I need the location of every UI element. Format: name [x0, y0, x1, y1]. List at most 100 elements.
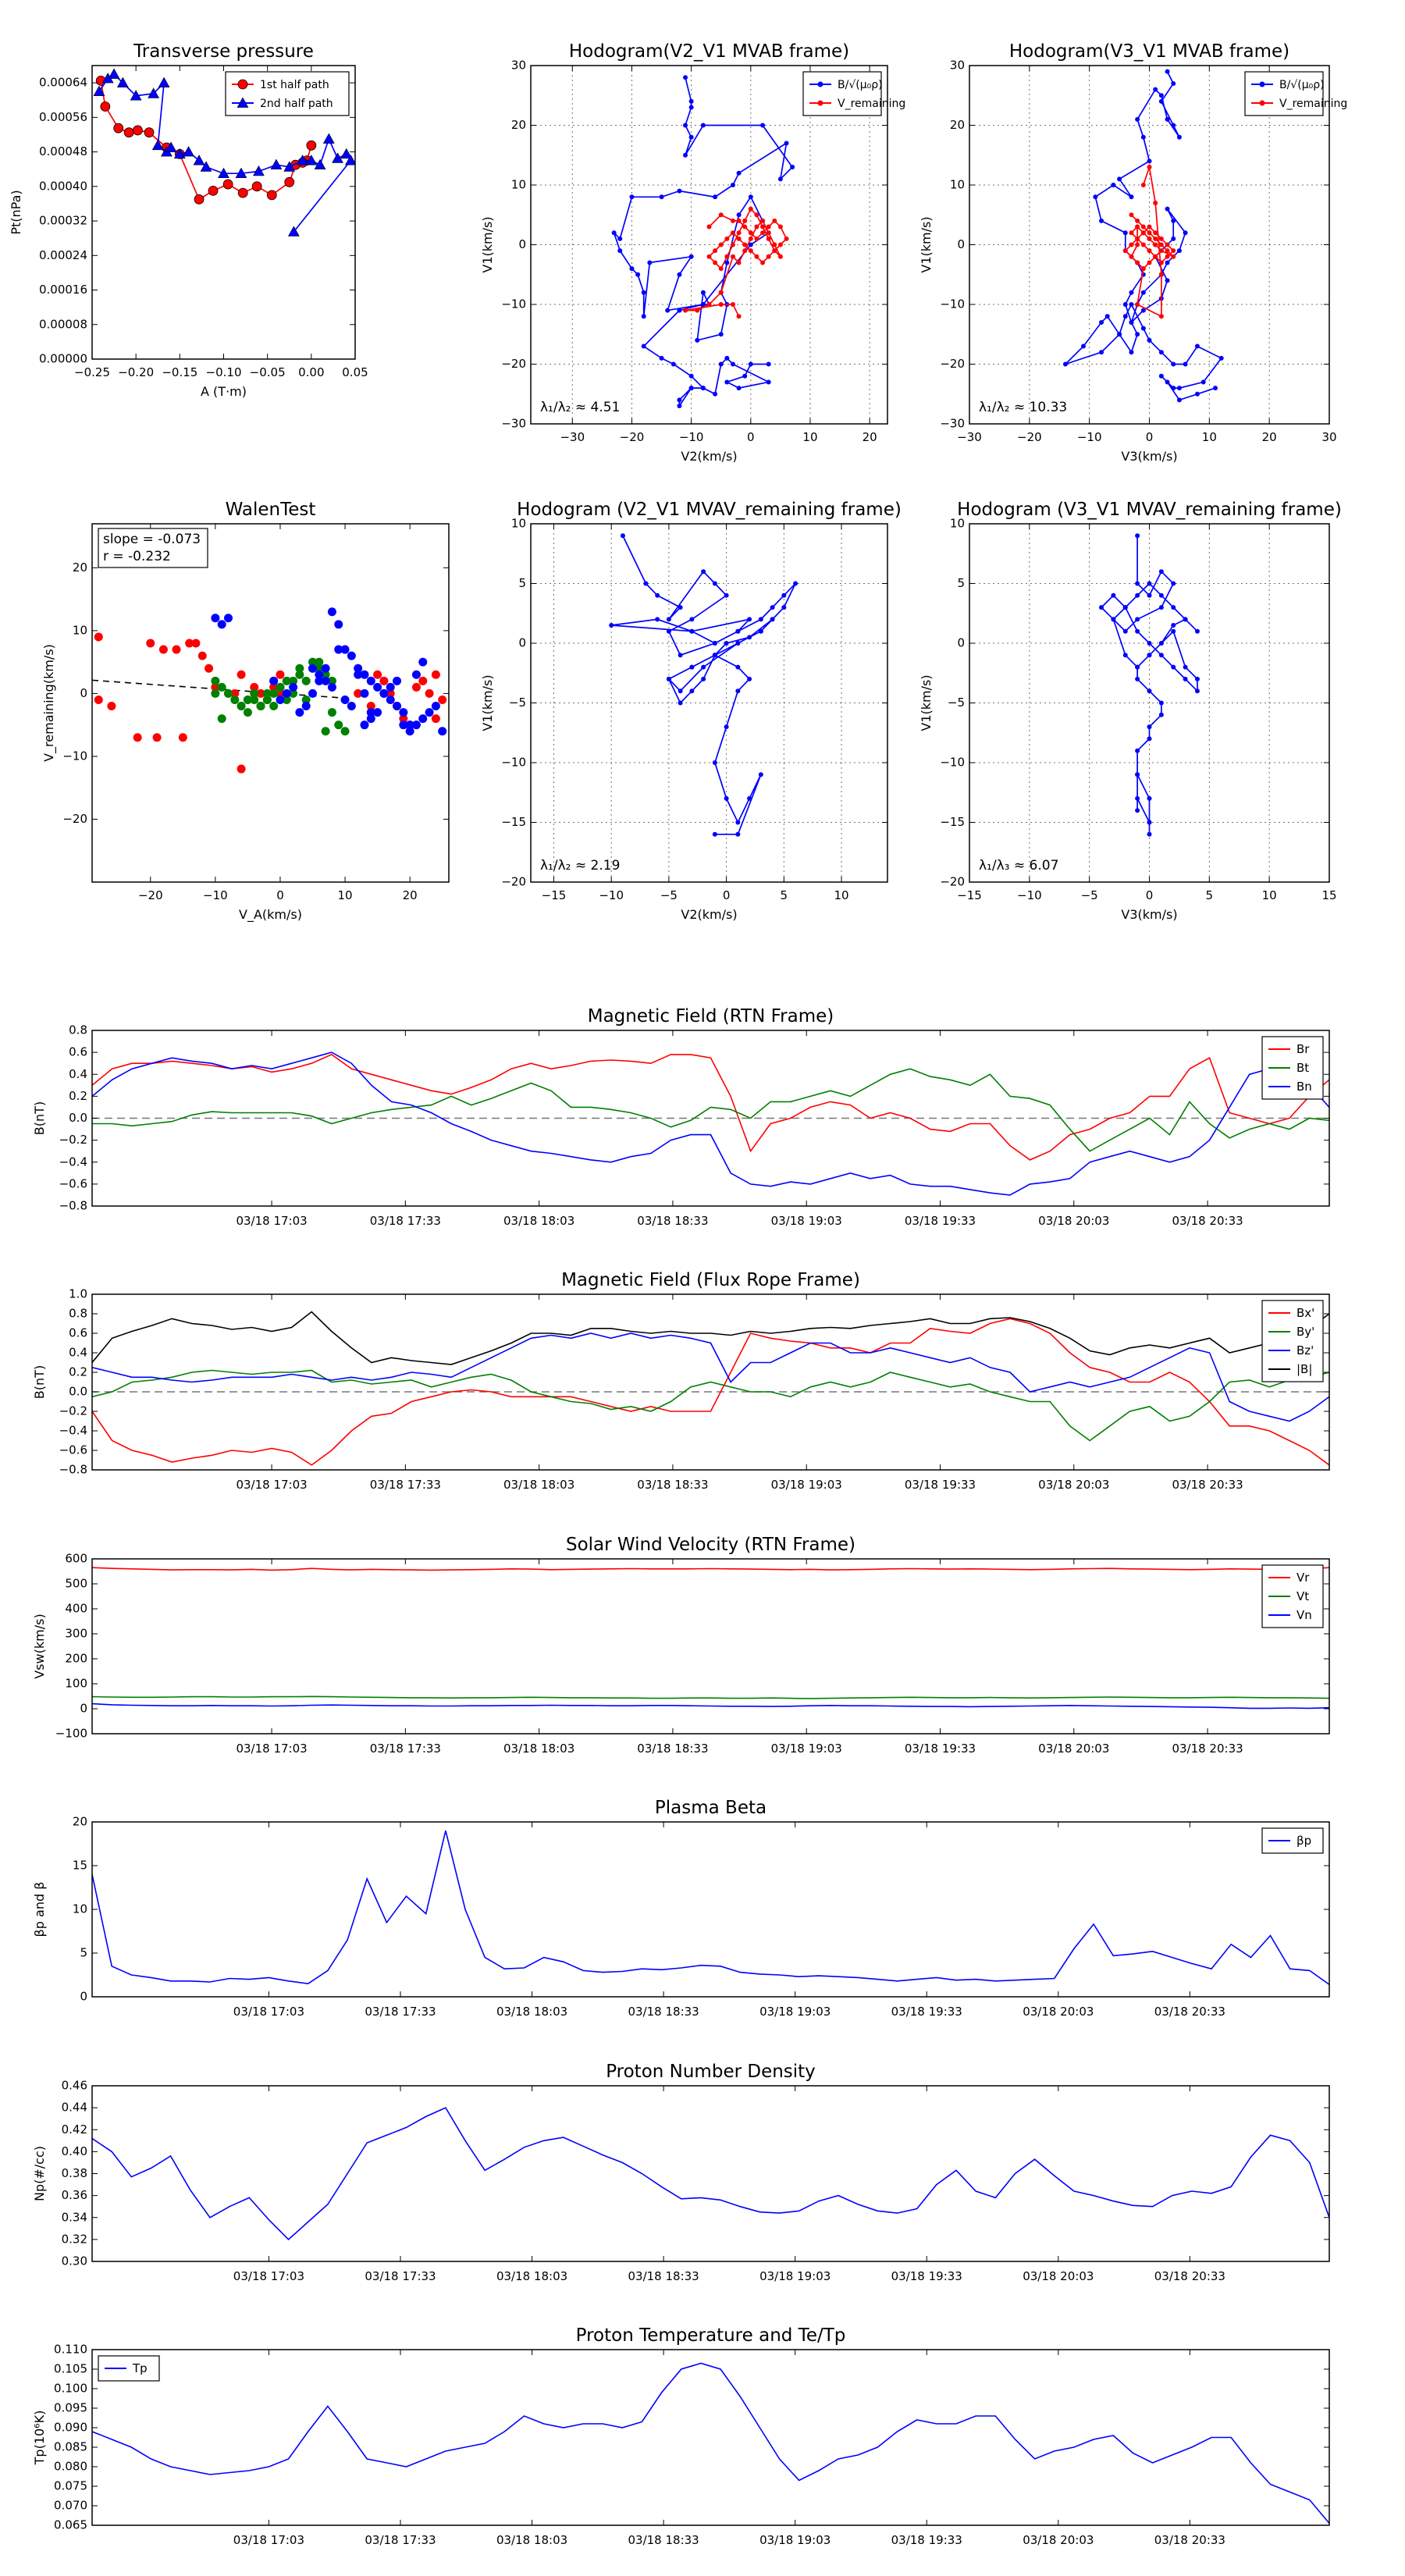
data-point [334, 620, 343, 629]
data-point [282, 676, 291, 685]
data-point [1158, 605, 1164, 610]
x-tick-label: −5 [1081, 888, 1098, 902]
data-point [730, 254, 735, 259]
data-point [1140, 308, 1146, 313]
data-point [1122, 314, 1128, 319]
data-point [223, 614, 233, 623]
data-point [1135, 533, 1140, 539]
x-tick-label: 03/18 17:33 [365, 2533, 436, 2547]
series-blue [211, 607, 447, 736]
data-point [700, 123, 706, 128]
data-point [760, 218, 766, 223]
x-tick-label: 03/18 20:33 [1154, 2533, 1225, 2547]
data-point [276, 695, 285, 704]
data-point [700, 302, 706, 307]
plot-frame [91, 523, 450, 883]
data-point [276, 682, 285, 692]
x-tick-label: 03/18 20:33 [1172, 1214, 1243, 1228]
data-point [1135, 332, 1140, 337]
legend-label: By' [1297, 1325, 1314, 1339]
legend-label: B/√(μ₀ρ) [1279, 79, 1325, 91]
y-tick-label: 0 [518, 237, 526, 251]
chart-title: Magnetic Field (Flux Rope Frame) [561, 1270, 860, 1290]
data-point [1140, 183, 1146, 187]
y-tick-label: −30 [940, 417, 965, 431]
data-point [1158, 248, 1164, 254]
x-tick-label: 03/18 17:03 [233, 2005, 304, 2019]
data-point [431, 714, 440, 724]
data-point [1122, 605, 1128, 610]
data-point [1153, 254, 1158, 259]
data-point [1194, 391, 1200, 397]
data-point [1129, 242, 1134, 247]
data-point [1122, 302, 1128, 307]
data-point [230, 688, 240, 698]
data-point [736, 230, 742, 236]
x-tick-label: 03/18 20:03 [1023, 2533, 1094, 2547]
stats-box [98, 528, 208, 568]
chart-c10: 0 5 10 15 20 03/18 17:03 03/18 17:33 03/18 18:0… [32, 1798, 1330, 2019]
data-point [724, 592, 729, 598]
data-point [718, 302, 724, 307]
data-point [695, 337, 700, 343]
data-point [1135, 218, 1140, 223]
x-tick-label: −10 [1017, 888, 1042, 902]
x-tick-label: 20 [403, 888, 418, 902]
data-point [276, 688, 285, 698]
series-vn [92, 1703, 1329, 1710]
data-point [327, 607, 336, 617]
data-point [211, 614, 220, 623]
data-point [724, 641, 729, 646]
y-axis-label: B(nT) [32, 1101, 47, 1135]
data-point [747, 795, 752, 801]
data-point [218, 167, 229, 179]
data-point [327, 682, 336, 692]
x-tick-label: 0 [723, 888, 731, 902]
data-point [123, 127, 134, 138]
data-point [706, 254, 712, 259]
data-point [748, 236, 753, 241]
fit-line [92, 679, 346, 699]
data-point [289, 676, 298, 685]
data-point [308, 657, 318, 667]
data-point [777, 176, 783, 182]
y-tick-label: 0.36 [62, 2188, 87, 2202]
data-point [1165, 206, 1170, 212]
data-point [1153, 200, 1158, 205]
y-tick-label: 0.2 [69, 1365, 87, 1379]
series-vt [92, 1695, 1329, 1699]
y-axis-label: V1(km/s) [919, 674, 934, 731]
data-point [262, 695, 272, 704]
data-point [1171, 80, 1176, 86]
data-point [742, 248, 748, 254]
data-point [766, 361, 771, 367]
data-point [315, 664, 324, 673]
data-point [1147, 581, 1152, 586]
data-point [405, 720, 414, 730]
y-axis-label: V1(km/s) [919, 216, 934, 272]
data-point [1111, 617, 1116, 622]
legend-label: |B| [1297, 1362, 1312, 1376]
data-point [695, 308, 700, 313]
data-point [655, 617, 660, 622]
data-point [1099, 319, 1104, 325]
data-point [269, 676, 279, 685]
chart-title: Hodogram (V3_V1 MVAV_remaining frame) [957, 500, 1342, 520]
data-point [373, 682, 382, 692]
y-tick-label: 0 [518, 636, 526, 650]
data-point [713, 194, 718, 200]
data-point [94, 632, 103, 642]
data-point [93, 85, 105, 96]
data-point [718, 242, 724, 247]
data-point [1176, 248, 1182, 254]
legend-label: Bn [1297, 1080, 1312, 1094]
x-tick-label: −10 [1077, 430, 1102, 444]
data-point [736, 260, 742, 265]
data-point [411, 682, 421, 692]
data-point [321, 727, 330, 736]
data-point [677, 308, 682, 313]
series-bt [92, 1068, 1329, 1152]
data-point [701, 676, 706, 681]
data-point [431, 702, 440, 711]
